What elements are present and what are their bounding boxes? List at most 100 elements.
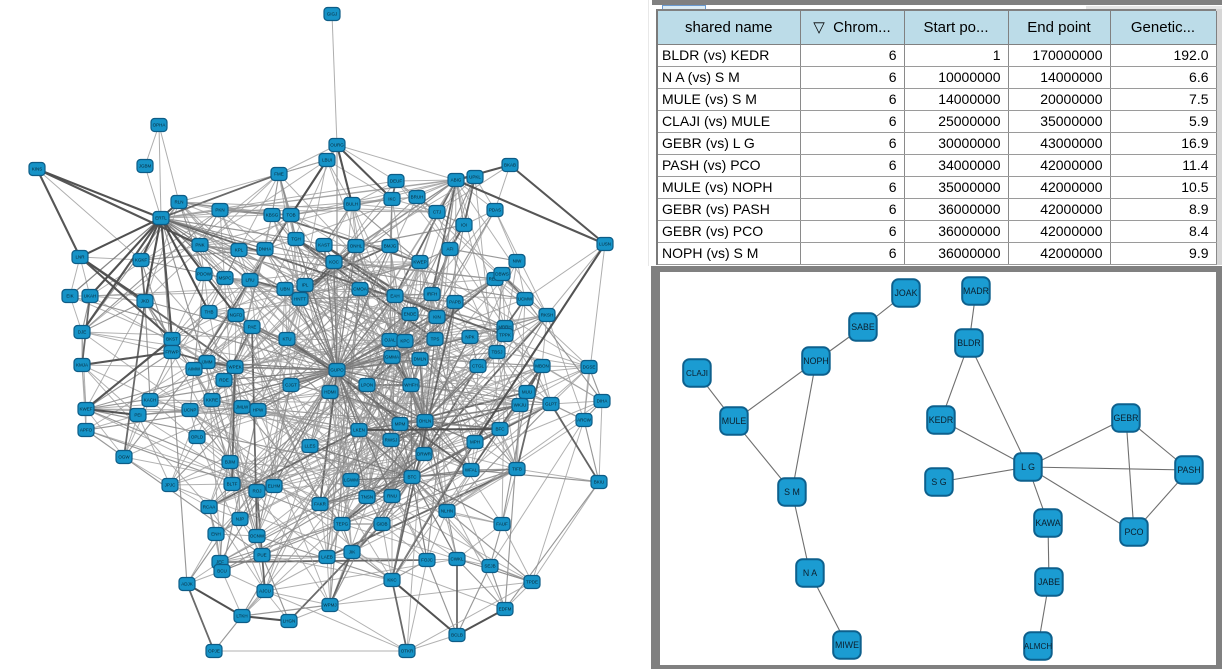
svg-text:UPKL: UPKL <box>469 175 481 180</box>
svg-text:ARCW: ARCW <box>577 418 592 423</box>
svg-text:TOB: TOB <box>286 213 295 218</box>
svg-text:APFO: APFO <box>80 428 93 433</box>
svg-text:OJAL: OJAL <box>384 338 396 343</box>
svg-text:LNR: LNR <box>75 255 85 260</box>
svg-text:MADR: MADR <box>963 286 989 296</box>
svg-text:MPH: MPH <box>470 440 480 445</box>
svg-text:DGSE: DGSE <box>583 365 596 370</box>
svg-text:JABE: JABE <box>1038 577 1060 587</box>
svg-text:WHFH: WHFH <box>404 383 418 388</box>
svg-text:BKAB: BKAB <box>504 163 516 168</box>
svg-text:MSPC: MSPC <box>218 276 232 281</box>
svg-text:JEF: JEF <box>216 560 224 565</box>
svg-text:LBUI: LBUI <box>322 158 332 163</box>
svg-text:GMMA: GMMA <box>385 355 399 360</box>
svg-text:EIK: EIK <box>66 294 73 299</box>
svg-text:CTGL: CTGL <box>472 364 484 369</box>
svg-text:OURG: OURG <box>330 143 344 148</box>
svg-text:DEUF: DEUF <box>390 179 403 184</box>
svg-text:ELHM: ELHM <box>268 484 281 489</box>
svg-text:UCMW: UCMW <box>518 297 533 302</box>
svg-text:LRU: LRU <box>245 278 254 283</box>
svg-text:FME: FME <box>274 172 284 177</box>
svg-text:JGBM: JGBM <box>139 164 152 169</box>
svg-text:ABIG: ABIG <box>451 178 462 183</box>
svg-text:TPS: TPS <box>431 337 440 342</box>
svg-text:ONHL: ONHL <box>350 244 363 249</box>
svg-text:PCO: PCO <box>1124 527 1143 537</box>
svg-text:KKRE: KKRE <box>206 398 218 403</box>
svg-text:FAUF: FAUF <box>496 522 508 527</box>
svg-text:AFI: AFI <box>446 247 453 252</box>
svg-text:EAH: EAH <box>390 294 399 299</box>
svg-text:IRFH: IRFH <box>427 292 438 297</box>
svg-text:BLDR: BLDR <box>957 338 980 348</box>
svg-text:LHGN: LHGN <box>283 619 296 624</box>
svg-text:THB: THB <box>205 310 214 315</box>
svg-text:TBSJ: TBSJ <box>491 350 502 355</box>
svg-text:FAKR: FAKR <box>314 502 327 507</box>
svg-text:AJCU: AJCU <box>259 589 271 594</box>
svg-text:AIMW: AIMW <box>188 367 201 372</box>
svg-text:BCU: BCU <box>217 569 227 574</box>
svg-text:OGW: OGW <box>118 455 130 460</box>
svg-text:UBN: UBN <box>280 287 290 292</box>
svg-text:CJGT: CJGT <box>285 383 297 388</box>
svg-text:CLAJI: CLAJI <box>686 369 708 378</box>
svg-text:SEJB: SEJB <box>484 564 495 569</box>
svg-text:OPLD: OPLD <box>191 435 204 440</box>
svg-text:LKEN: LKEN <box>353 428 365 433</box>
svg-text:PEI: PEI <box>134 413 141 418</box>
svg-text:KTU: KTU <box>283 337 292 342</box>
svg-text:LLES: LLES <box>304 444 315 449</box>
svg-text:PDAS: PDAS <box>489 208 501 213</box>
svg-text:TEPG: TEPG <box>336 522 349 527</box>
svg-text:WPEK: WPEK <box>228 365 241 370</box>
svg-text:DJE: DJE <box>78 330 87 335</box>
svg-text:BMJG: BMJG <box>384 244 397 249</box>
svg-text:WFAL: WFAL <box>465 468 478 473</box>
svg-text:JPJC: JPJC <box>165 483 177 488</box>
svg-text:MIWE: MIWE <box>835 640 859 650</box>
svg-text:PDOW: PDOW <box>197 272 212 277</box>
svg-text:TIFB: TIFB <box>512 467 522 472</box>
svg-text:BJIM: BJIM <box>225 460 236 465</box>
svg-text:MUU: MUU <box>522 390 532 395</box>
svg-text:ADJK: ADJK <box>181 582 193 587</box>
svg-text:ENH: ENH <box>211 532 221 537</box>
svg-text:JKD: JKD <box>141 299 150 304</box>
svg-text:LPON: LPON <box>361 383 373 388</box>
svg-text:L G: L G <box>1021 462 1035 472</box>
svg-text:RDE: RDE <box>219 378 229 383</box>
svg-text:MBRH: MBRH <box>498 325 511 330</box>
svg-text:OPHA: OPHA <box>153 123 166 128</box>
svg-text:PUE: PUE <box>257 553 266 558</box>
svg-text:GIDB: GIDB <box>376 522 387 527</box>
svg-text:FOJC: FOJC <box>421 558 433 563</box>
svg-text:KPC: KPC <box>400 339 410 344</box>
svg-text:BFC: BFC <box>496 427 506 432</box>
svg-text:GIGJ: GIGJ <box>327 12 338 17</box>
svg-text:JIK: JIK <box>349 550 356 555</box>
svg-text:IPL: IPL <box>302 283 309 288</box>
svg-text:UCNP: UCNP <box>184 408 197 413</box>
svg-text:KKC: KKC <box>387 578 397 583</box>
svg-text:KAST: KAST <box>318 243 330 248</box>
svg-text:LAEB: LAEB <box>321 555 333 560</box>
svg-text:OPJE: OPJE <box>208 649 220 654</box>
svg-text:NJP: NJP <box>236 517 245 522</box>
svg-text:TNSN: TNSN <box>361 495 373 500</box>
svg-text:ROJ: ROJ <box>253 489 262 494</box>
svg-text:S G: S G <box>931 477 946 487</box>
svg-text:NPK: NPK <box>465 335 474 340</box>
svg-text:PAPB: PAPB <box>449 300 461 305</box>
svg-text:GLPT: GLPT <box>545 402 557 407</box>
svg-text:MULE: MULE <box>722 416 747 426</box>
svg-text:RKSH: RKSH <box>541 313 554 318</box>
svg-text:PKN: PKN <box>215 208 224 213</box>
svg-text:TPDE: TPDE <box>526 580 538 585</box>
svg-text:NLHN: NLHN <box>441 509 453 514</box>
svg-text:KEDR: KEDR <box>929 415 953 425</box>
svg-text:KAWA: KAWA <box>1035 518 1060 528</box>
svg-text:OCNW: OCNW <box>250 534 265 539</box>
